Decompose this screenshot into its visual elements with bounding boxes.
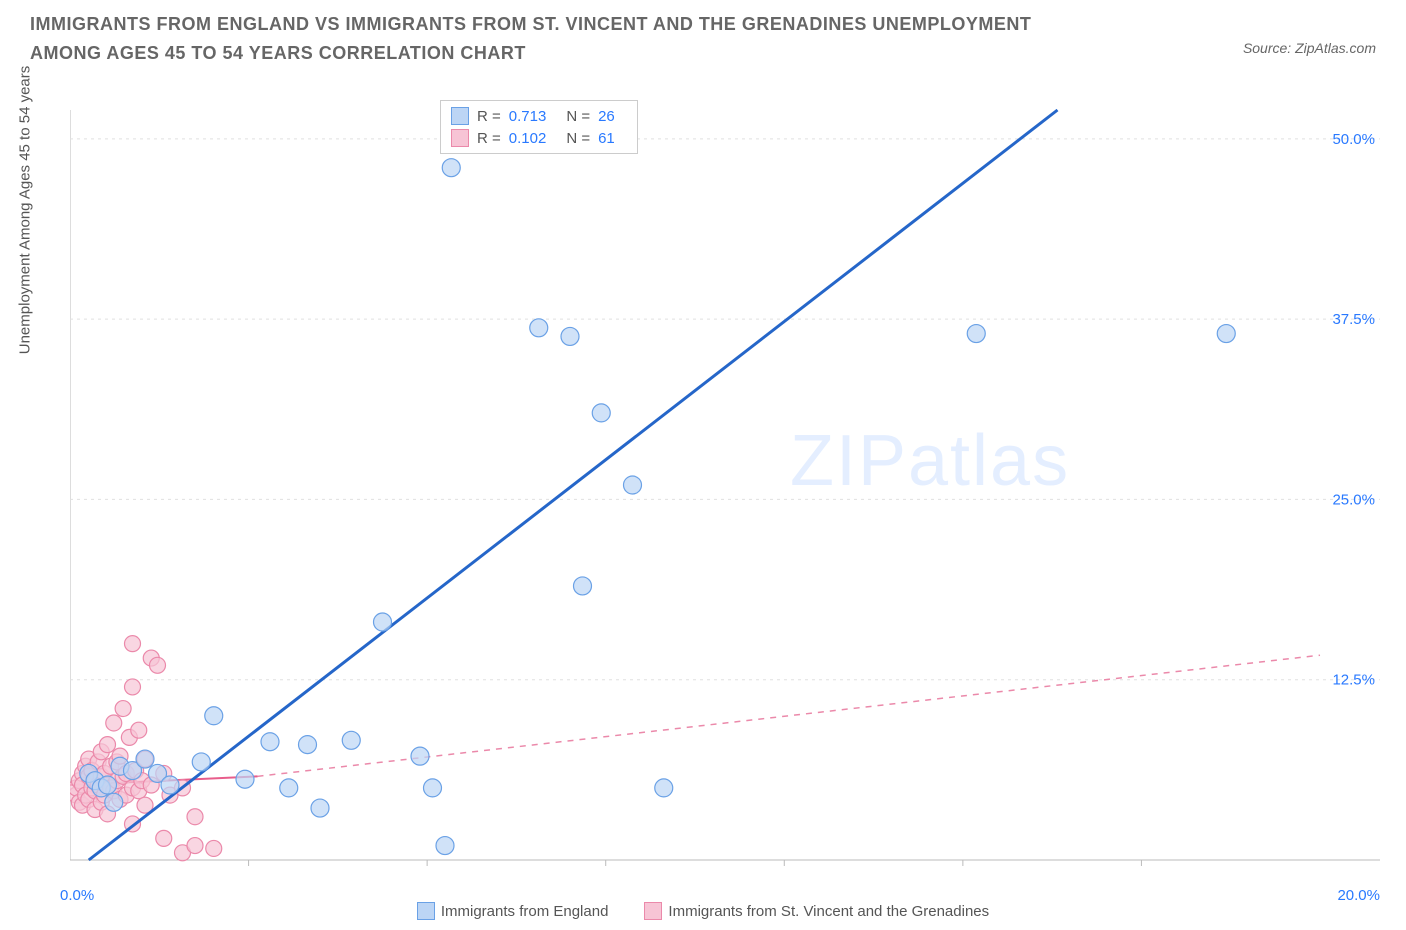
corr-legend-row: R = 0.713 N = 26 bbox=[451, 105, 627, 127]
legend-label: Immigrants from St. Vincent and the Gren… bbox=[668, 903, 989, 920]
y-tick-label: 50.0% bbox=[1332, 131, 1375, 148]
chart-title: IMMIGRANTS FROM ENGLAND VS IMMIGRANTS FR… bbox=[30, 10, 1080, 68]
y-axis-label: Unemployment Among Ages 45 to 54 years bbox=[17, 66, 34, 355]
legend-swatch bbox=[451, 107, 469, 125]
legend-swatch bbox=[417, 902, 435, 920]
n-value: 26 bbox=[598, 108, 615, 125]
corr-legend-row: R = 0.102 N = 61 bbox=[451, 127, 627, 149]
legend-label: Immigrants from England bbox=[441, 903, 609, 920]
series-legend: Immigrants from England Immigrants from S… bbox=[0, 902, 1406, 924]
legend-item: Immigrants from England bbox=[417, 902, 609, 920]
legend-swatch bbox=[644, 902, 662, 920]
legend-item: Immigrants from St. Vincent and the Gren… bbox=[644, 902, 989, 920]
chart-area: Unemployment Among Ages 45 to 54 years 1… bbox=[70, 100, 1380, 880]
r-label: R = bbox=[477, 108, 501, 125]
scatter-plot: 12.5% 25.0% 37.5% 50.0% bbox=[70, 100, 1380, 880]
n-label: N = bbox=[566, 108, 590, 125]
legend-swatch bbox=[451, 129, 469, 147]
y-tick-label: 37.5% bbox=[1332, 311, 1375, 328]
correlation-legend: R = 0.713 N = 26 R = 0.102 N = 61 bbox=[440, 100, 638, 154]
source-label: Source: ZipAtlas.com bbox=[1243, 10, 1376, 56]
n-value: 61 bbox=[598, 130, 615, 147]
y-tick-label: 25.0% bbox=[1332, 491, 1375, 508]
n-label: N = bbox=[566, 130, 590, 147]
y-tick-label: 12.5% bbox=[1332, 672, 1375, 689]
r-label: R = bbox=[477, 130, 501, 147]
r-value: 0.102 bbox=[509, 130, 547, 147]
r-value: 0.713 bbox=[509, 108, 547, 125]
